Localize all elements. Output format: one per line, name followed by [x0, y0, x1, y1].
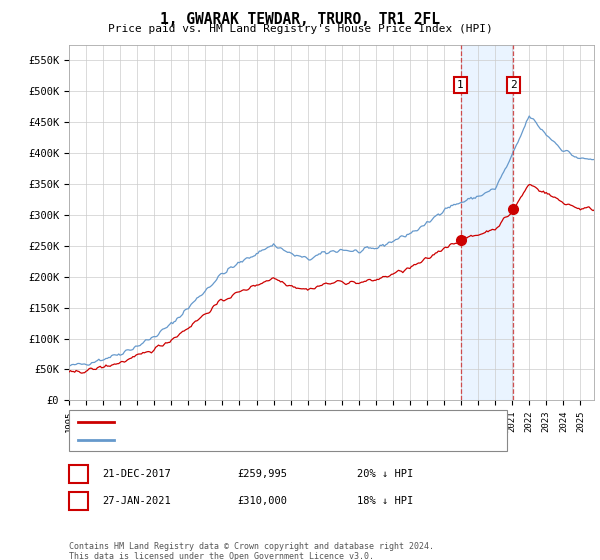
- Text: 1: 1: [76, 469, 82, 479]
- Bar: [461, 45, 514, 400]
- Text: 18% ↓ HPI: 18% ↓ HPI: [357, 496, 413, 506]
- Text: £310,000: £310,000: [237, 496, 287, 506]
- Text: 20% ↓ HPI: 20% ↓ HPI: [357, 469, 413, 479]
- Text: £259,995: £259,995: [237, 469, 287, 479]
- Text: 27-JAN-2021: 27-JAN-2021: [102, 496, 171, 506]
- Text: 21-DEC-2017: 21-DEC-2017: [102, 469, 171, 479]
- Text: HPI: Average price, detached house, Cornwall: HPI: Average price, detached house, Corn…: [120, 435, 379, 445]
- Text: Contains HM Land Registry data © Crown copyright and database right 2024.
This d: Contains HM Land Registry data © Crown c…: [69, 542, 434, 560]
- Text: 2: 2: [510, 80, 517, 90]
- Text: 1: 1: [457, 80, 464, 90]
- Text: Price paid vs. HM Land Registry's House Price Index (HPI): Price paid vs. HM Land Registry's House …: [107, 24, 493, 34]
- Text: 2: 2: [76, 496, 82, 506]
- Text: 1, GWARAK TEWDAR, TRURO, TR1 2FL: 1, GWARAK TEWDAR, TRURO, TR1 2FL: [160, 12, 440, 27]
- Text: 1, GWARAK TEWDAR, TRURO, TR1 2FL (detached house): 1, GWARAK TEWDAR, TRURO, TR1 2FL (detach…: [120, 417, 408, 427]
